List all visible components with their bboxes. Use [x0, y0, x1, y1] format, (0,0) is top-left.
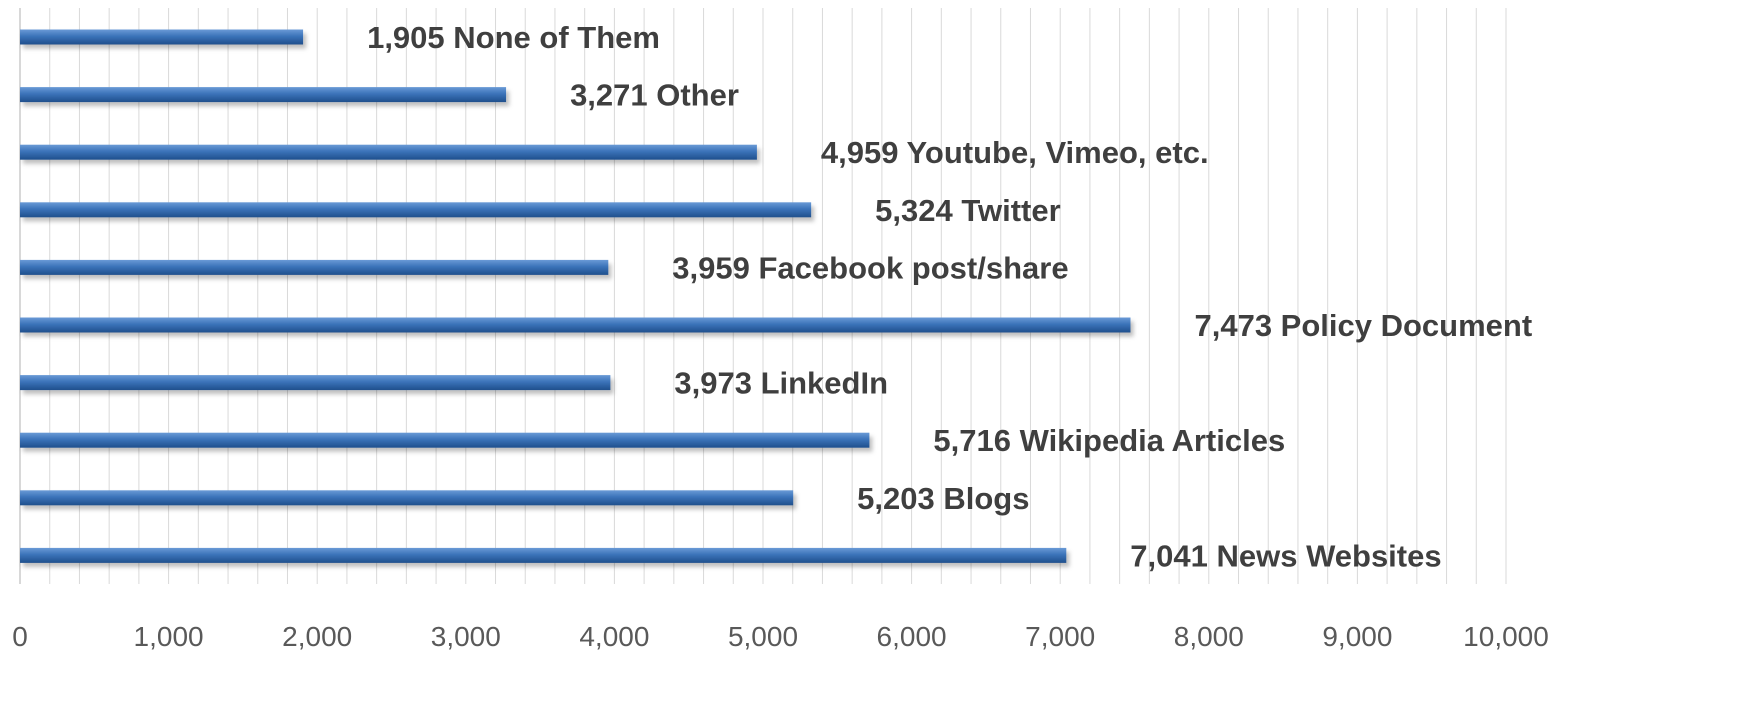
bar-data-label: 5,324 Twitter [875, 193, 1061, 228]
bar-data-label: 3,973 LinkedIn [674, 366, 888, 401]
bar-data-label: 4,959 Youtube, Vimeo, etc. [821, 135, 1209, 170]
bar [20, 259, 609, 275]
x-tick-label: 1,000 [134, 621, 204, 652]
x-tick-label: 5,000 [728, 621, 798, 652]
bars [20, 29, 1131, 563]
gridlines [19, 8, 1507, 584]
data-labels: 1,905 None of Them 3,271 Other 4,959 Youtu… [367, 20, 1532, 573]
bar-data-label: 5,716 Wikipedia Articles [933, 423, 1285, 458]
bar [20, 490, 794, 506]
bar-data-label: 1,905 None of Them [367, 20, 660, 55]
x-tick-label: 6,000 [877, 621, 947, 652]
x-tick-label: 9,000 [1322, 621, 1392, 652]
bar-data-label: 7,041 News Websites [1130, 538, 1441, 573]
x-tick-label: 0 [12, 621, 28, 652]
x-tick-label: 10,000 [1463, 621, 1549, 652]
x-axis: 0 1,000 2,000 3,000 4,000 5,000 6,000 7,000 8,00… [12, 8, 1549, 652]
bar [20, 547, 1067, 563]
x-tick-label: 3,000 [431, 621, 501, 652]
bar [20, 317, 1131, 333]
bar [20, 29, 304, 45]
bar [20, 432, 870, 448]
bar-data-label: 3,959 Facebook post/share [672, 250, 1068, 285]
bar [20, 375, 611, 391]
x-tick-label: 8,000 [1174, 621, 1244, 652]
bar [20, 202, 812, 218]
bar-data-label: 5,203 Blogs [857, 481, 1029, 516]
x-tick-label: 2,000 [282, 621, 352, 652]
bar [20, 87, 507, 103]
x-tick-label: 4,000 [579, 621, 649, 652]
x-tick-label: 7,000 [1025, 621, 1095, 652]
bar [20, 144, 757, 160]
bar-data-label: 3,271 Other [570, 78, 739, 113]
bar-data-label: 7,473 Policy Document [1194, 308, 1532, 343]
